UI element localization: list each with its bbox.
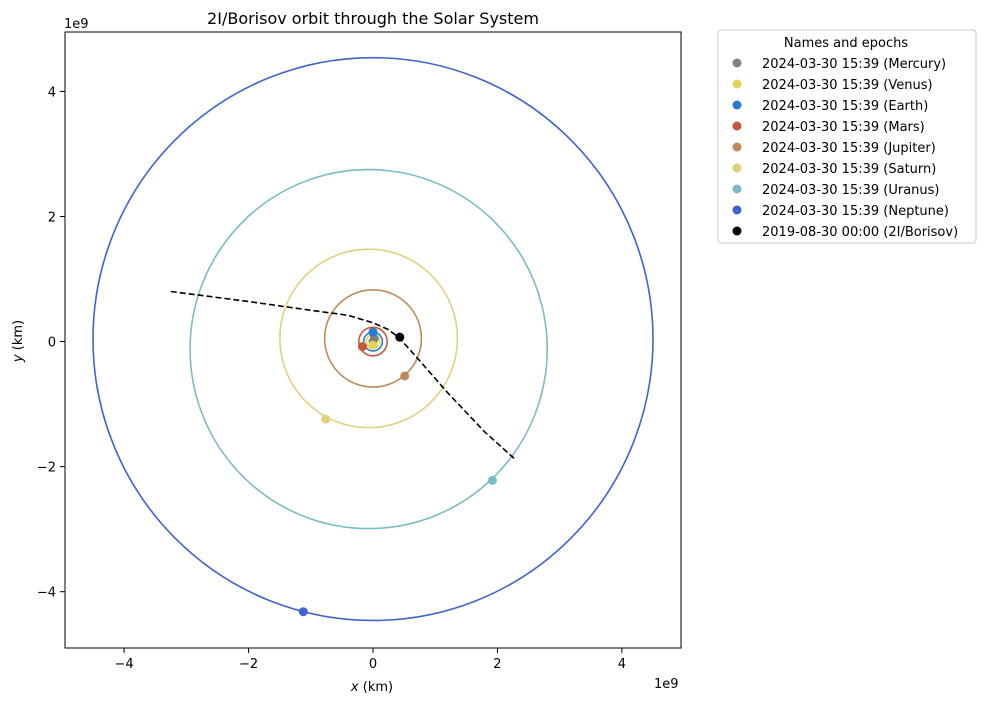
legend-label-6: 2024-03-30 15:39 (Uranus)	[762, 183, 940, 198]
tick-layer: −4 −2 0 2 4 −4 −2 0 2 4	[37, 85, 626, 672]
legend-items: 2024-03-30 15:39 (Mercury) 2024-03-30 15:…	[732, 57, 958, 240]
y-tick-label: 2	[48, 210, 56, 225]
x-offset-text: 1e9	[654, 677, 679, 692]
position-marker-3	[357, 342, 367, 352]
x-axis-label-unit: (km)	[359, 680, 393, 695]
legend-marker-4	[732, 142, 742, 152]
legend-label-4: 2024-03-30 15:39 (Jupiter)	[762, 141, 936, 156]
orbit-line-6	[189, 168, 549, 530]
plot-layer	[92, 56, 654, 622]
x-tick-label: −2	[239, 657, 258, 672]
x-tick-label: −4	[115, 657, 134, 672]
x-tick-label: 0	[369, 657, 377, 672]
position-marker-8	[395, 332, 405, 342]
legend-label-3: 2024-03-30 15:39 (Mars)	[762, 120, 925, 135]
legend-label-1: 2024-03-30 15:39 (Venus)	[762, 78, 933, 93]
orbit-line-4	[323, 288, 423, 388]
y-tick-label: −4	[37, 586, 56, 601]
y-axis-label: y (km)	[11, 320, 26, 363]
legend-label-7: 2024-03-30 15:39 (Neptune)	[762, 204, 949, 219]
position-marker-5	[321, 414, 331, 424]
legend-label-8: 2019-08-30 00:00 (2I/Borisov)	[762, 225, 958, 240]
orbit-line-7	[92, 56, 654, 622]
position-marker-4	[400, 371, 410, 381]
position-marker-6	[487, 475, 497, 485]
legend-marker-2	[732, 100, 742, 110]
legend-label-2: 2024-03-30 15:39 (Earth)	[762, 99, 928, 114]
legend-frame	[717, 29, 977, 244]
position-marker-1	[368, 340, 378, 350]
position-marker-7	[298, 607, 308, 617]
orbit-line-5	[279, 248, 459, 429]
x-axis-label: x (km)	[350, 680, 393, 695]
position-marker-2	[368, 327, 378, 337]
y-tick-label: 4	[48, 85, 56, 100]
legend-marker-6	[732, 184, 742, 194]
legend-marker-3	[732, 121, 742, 131]
legend-marker-8	[732, 226, 742, 236]
legend-marker-7	[732, 205, 742, 215]
trajectory-line	[170, 290, 516, 460]
chart-title: 2I/Borisov orbit through the Solar Syste…	[207, 9, 539, 28]
orbit-line-3	[358, 326, 388, 357]
legend-marker-1	[732, 79, 742, 89]
x-tick-label: 4	[618, 657, 626, 672]
legend-label-0: 2024-03-30 15:39 (Mercury)	[762, 57, 946, 72]
x-tick-label: 2	[493, 657, 501, 672]
y-offset-text: 1e9	[64, 17, 89, 32]
y-tick-label: 0	[48, 336, 56, 351]
legend-label-5: 2024-03-30 15:39 (Saturn)	[762, 162, 936, 177]
legend-marker-5	[732, 163, 742, 173]
legend-marker-0	[732, 58, 742, 68]
legend-title: Names and epochs	[784, 36, 908, 51]
y-axis-label-var: y	[11, 354, 26, 363]
y-axis-label-unit: (km)	[11, 320, 26, 354]
y-tick-label: −2	[37, 461, 56, 476]
legend: Names and epochs 2024-03-30 15:39 (Mercu…	[717, 29, 977, 244]
x-axis-label-var: x	[350, 680, 359, 695]
